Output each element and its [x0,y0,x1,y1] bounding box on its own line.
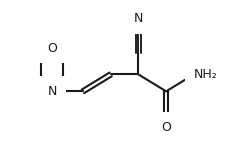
Text: N: N [48,85,57,98]
Text: O: O [47,42,57,55]
Text: NH₂: NH₂ [194,68,218,81]
Text: O: O [161,121,171,134]
Text: N: N [134,12,143,25]
